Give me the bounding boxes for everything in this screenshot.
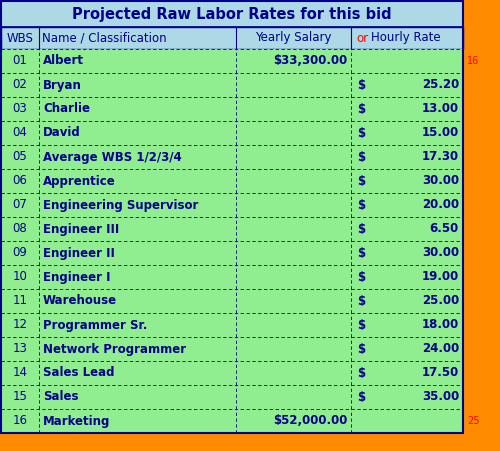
Text: $: $ <box>357 295 365 308</box>
Text: Marketing: Marketing <box>43 414 110 428</box>
Text: $: $ <box>357 222 365 235</box>
Text: 24.00: 24.00 <box>422 342 459 355</box>
Text: 15.00: 15.00 <box>422 126 459 139</box>
Bar <box>1 361 463 385</box>
Bar <box>1 289 463 313</box>
Text: Warehouse: Warehouse <box>43 295 117 308</box>
Text: Engineering Supervisor: Engineering Supervisor <box>43 198 199 212</box>
Text: $: $ <box>357 271 365 284</box>
Bar <box>1 97 463 121</box>
Text: David: David <box>43 126 81 139</box>
Bar <box>1 49 463 73</box>
Bar <box>1 385 463 409</box>
Bar <box>1 337 463 361</box>
Text: 30.00: 30.00 <box>422 175 459 188</box>
Text: 16: 16 <box>12 414 28 428</box>
Text: 17.30: 17.30 <box>422 151 459 164</box>
Bar <box>1 217 463 241</box>
Bar <box>1 241 463 265</box>
Text: $: $ <box>357 102 365 115</box>
Bar <box>1 145 463 169</box>
Text: Bryan: Bryan <box>43 78 82 92</box>
Text: 09: 09 <box>12 247 28 259</box>
Text: $: $ <box>357 198 365 212</box>
Text: $: $ <box>357 247 365 259</box>
Text: 07: 07 <box>12 198 28 212</box>
Text: 04: 04 <box>12 126 28 139</box>
Text: $33,300.00: $33,300.00 <box>273 55 347 68</box>
Text: 12: 12 <box>12 318 28 331</box>
Text: or: or <box>356 32 368 45</box>
Text: 05: 05 <box>12 151 28 164</box>
Bar <box>1 193 463 217</box>
Text: Engineer II: Engineer II <box>43 247 115 259</box>
Text: 25.20: 25.20 <box>422 78 459 92</box>
Text: Albert: Albert <box>43 55 84 68</box>
Text: 06: 06 <box>12 175 28 188</box>
Text: Sales: Sales <box>43 391 78 404</box>
Bar <box>1 27 463 49</box>
Text: Sales Lead: Sales Lead <box>43 367 115 379</box>
Text: Average WBS 1/2/3/4: Average WBS 1/2/3/4 <box>43 151 182 164</box>
Text: Network Programmer: Network Programmer <box>43 342 186 355</box>
Bar <box>1 73 463 97</box>
Text: $: $ <box>357 151 365 164</box>
Text: $: $ <box>357 175 365 188</box>
Text: Charlie: Charlie <box>43 102 90 115</box>
Text: Yearly Salary: Yearly Salary <box>256 32 332 45</box>
Text: Hourly Rate: Hourly Rate <box>371 32 440 45</box>
Text: $: $ <box>357 78 365 92</box>
Text: Programmer Sr.: Programmer Sr. <box>43 318 148 331</box>
Text: $: $ <box>357 342 365 355</box>
Text: Apprentice: Apprentice <box>43 175 116 188</box>
Text: 20.00: 20.00 <box>422 198 459 212</box>
Text: 19.00: 19.00 <box>422 271 459 284</box>
Text: Engineer III: Engineer III <box>43 222 120 235</box>
Bar <box>1 265 463 289</box>
Bar <box>1 121 463 145</box>
Text: 01: 01 <box>12 55 28 68</box>
Text: 16: 16 <box>467 56 479 66</box>
Text: 18.00: 18.00 <box>422 318 459 331</box>
Text: $: $ <box>357 318 365 331</box>
Text: 13.00: 13.00 <box>422 102 459 115</box>
Text: 6.50: 6.50 <box>430 222 459 235</box>
Text: 15: 15 <box>12 391 28 404</box>
Text: $: $ <box>357 126 365 139</box>
Text: 14: 14 <box>12 367 28 379</box>
Text: $: $ <box>357 391 365 404</box>
Text: $52,000.00: $52,000.00 <box>272 414 347 428</box>
Text: 25: 25 <box>467 416 479 426</box>
Text: 11: 11 <box>12 295 28 308</box>
Text: 17.50: 17.50 <box>422 367 459 379</box>
Text: Projected Raw Labor Rates for this bid: Projected Raw Labor Rates for this bid <box>72 6 392 22</box>
Bar <box>1 409 463 433</box>
Text: 25.00: 25.00 <box>422 295 459 308</box>
Text: WBS: WBS <box>6 32 34 45</box>
Text: 30.00: 30.00 <box>422 247 459 259</box>
Bar <box>1 169 463 193</box>
Text: Engineer I: Engineer I <box>43 271 110 284</box>
Text: 35.00: 35.00 <box>422 391 459 404</box>
Text: 02: 02 <box>12 78 28 92</box>
Bar <box>1 1 463 27</box>
Text: 03: 03 <box>12 102 28 115</box>
Text: 13: 13 <box>12 342 28 355</box>
Text: $: $ <box>357 367 365 379</box>
Text: 10: 10 <box>12 271 28 284</box>
Bar <box>1 313 463 337</box>
Text: Name / Classification: Name / Classification <box>42 32 166 45</box>
Text: 08: 08 <box>12 222 28 235</box>
